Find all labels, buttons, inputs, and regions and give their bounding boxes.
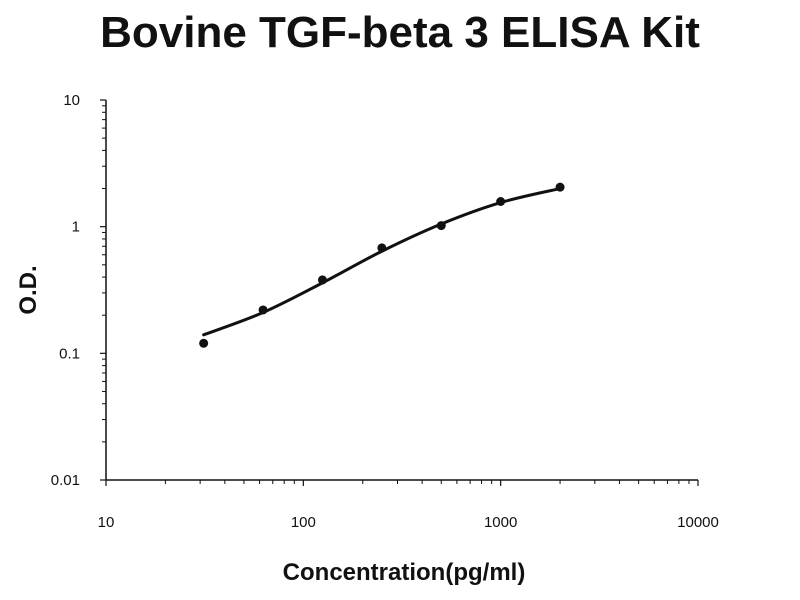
data-point [496,197,506,207]
x-axis-title: Concentration(pg/ml) [283,559,526,586]
ticks: 10 100 1000 10000 0.01 0.1 1 10 [51,92,719,531]
y-tick-label: 10 [63,92,80,109]
fit-curve [202,187,562,337]
x-tick-label: 10000 [677,514,719,531]
data-point [436,221,446,231]
data-point [258,305,268,315]
data-point [317,275,327,285]
fit-curve-group [202,187,562,337]
y-axis-title: O.D. [15,265,42,314]
chart-title: Bovine TGF-beta 3 ELISA Kit [100,8,700,57]
y-tick-label: 0.1 [59,345,80,362]
x-tick-label: 1000 [484,514,517,531]
y-tick-label: 1 [72,219,80,236]
y-tick-label: 0.01 [51,472,80,489]
axes [105,100,698,481]
x-tick-label: 10 [98,514,115,531]
x-tick-label: 100 [291,514,316,531]
data-point [555,182,565,192]
data-point [377,243,387,253]
data-point [199,338,209,348]
data-points [199,182,565,348]
